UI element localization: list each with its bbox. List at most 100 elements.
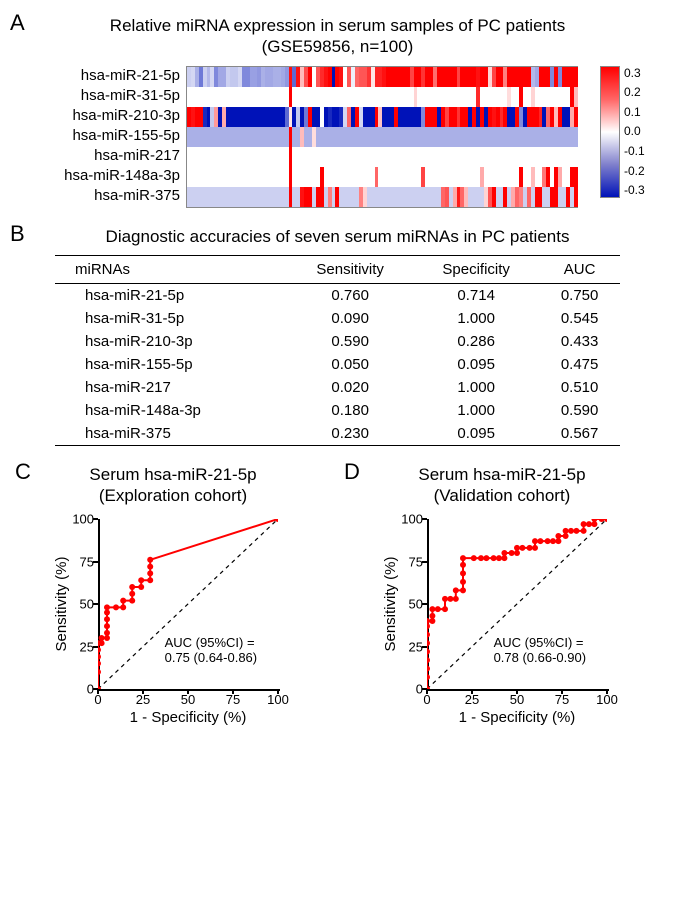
table-header: Sensitivity: [287, 255, 413, 283]
table-row: hsa-miR-148a-3p0.1801.0000.590: [55, 399, 620, 422]
auc-text: AUC (95%CI) =0.75 (0.64-0.86): [165, 635, 258, 666]
heatmap-row-label: hsa-miR-155-5p: [45, 126, 180, 146]
ytick: 50: [409, 597, 423, 612]
heatmap-row-label: hsa-miR-148a-3p: [45, 166, 180, 186]
legend-tick: 0.2: [624, 85, 645, 99]
table-header: Specificity: [413, 255, 539, 283]
heatmap-row: [187, 187, 577, 207]
table-row: hsa-miR-155-5p0.0500.0950.475: [55, 353, 620, 376]
table-row: hsa-miR-21-5p0.7600.7140.750: [55, 283, 620, 307]
auc-l2: 0.78 (0.66-0.90): [494, 650, 587, 665]
table-cell: 1.000: [413, 307, 539, 330]
table-cell: 0.230: [287, 422, 413, 446]
table-cell: hsa-miR-375: [55, 422, 287, 446]
legend-tick: 0.3: [624, 66, 645, 80]
table-cell: hsa-miR-148a-3p: [55, 399, 287, 422]
legend-tick: 0.1: [624, 105, 645, 119]
xtick: 75: [226, 692, 240, 707]
panel-d-t2: (Validation cohort): [434, 486, 571, 505]
heatmap-row-label: hsa-miR-375: [45, 186, 180, 206]
legend-tick: -0.1: [624, 144, 645, 158]
table-row: hsa-miR-210-3p0.5900.2860.433: [55, 330, 620, 353]
panel-a-title-2: (GSE59856, n=100): [262, 37, 414, 56]
heatmap-row-label: hsa-miR-31-5p: [45, 86, 180, 106]
panel-d: D Serum hsa-miR-21-5p (Validation cohort…: [344, 464, 660, 725]
table-cell: 1.000: [413, 376, 539, 399]
table-cell: 0.090: [287, 307, 413, 330]
ytick: 50: [80, 597, 94, 612]
table-cell: 0.095: [413, 353, 539, 376]
heatmap-row: [187, 127, 577, 147]
auc-l1: AUC (95%CI) =: [165, 635, 255, 650]
heatmap-grid: [186, 66, 578, 208]
table-cell: 0.714: [413, 283, 539, 307]
auc-l2: 0.75 (0.64-0.86): [165, 650, 258, 665]
panel-d-title: Serum hsa-miR-21-5p (Validation cohort): [344, 464, 660, 507]
ytick: 25: [409, 639, 423, 654]
ytick: 100: [72, 512, 94, 527]
panel-a-title: Relative miRNA expression in serum sampl…: [15, 15, 660, 58]
panel-a-label: A: [10, 10, 25, 36]
xtick: 100: [596, 692, 618, 707]
auc-l1: AUC (95%CI) =: [494, 635, 584, 650]
panel-c: C Serum hsa-miR-21-5p (Exploration cohor…: [15, 464, 331, 725]
panel-b-title: Diagnostic accuracies of seven serum miR…: [15, 226, 660, 247]
panel-b-label: B: [10, 221, 25, 247]
heatmap-row-labels: hsa-miR-21-5phsa-miR-31-5phsa-miR-210-3p…: [45, 66, 186, 206]
table-cell: hsa-miR-210-3p: [55, 330, 287, 353]
xtick: 50: [181, 692, 195, 707]
ytick: 25: [80, 639, 94, 654]
table-cell: 0.050: [287, 353, 413, 376]
table-header: miRNAs: [55, 255, 287, 283]
table-cell: 0.750: [539, 283, 620, 307]
ylabel: Sensitivity (%): [382, 557, 399, 652]
panel-b: B Diagnostic accuracies of seven serum m…: [15, 226, 660, 446]
table-cell: 0.475: [539, 353, 620, 376]
panel-c-t1: Serum hsa-miR-21-5p: [89, 465, 256, 484]
table-cell: 0.590: [287, 330, 413, 353]
table-cell: 0.433: [539, 330, 620, 353]
table-cell: hsa-miR-155-5p: [55, 353, 287, 376]
heatmap-row: [187, 107, 577, 127]
xtick: 25: [465, 692, 479, 707]
heatmap-row: [187, 67, 577, 87]
table-header: AUC: [539, 255, 620, 283]
xtick: 75: [555, 692, 569, 707]
panel-a: A Relative miRNA expression in serum sam…: [15, 15, 660, 208]
table-cell: hsa-miR-21-5p: [55, 283, 287, 307]
table-cell: 0.545: [539, 307, 620, 330]
ylabel: Sensitivity (%): [53, 557, 70, 652]
legend-gradient: [600, 66, 620, 198]
heatmap: hsa-miR-21-5phsa-miR-31-5phsa-miR-210-3p…: [45, 66, 660, 208]
heatmap-row-label: hsa-miR-210-3p: [45, 106, 180, 126]
roc-row: C Serum hsa-miR-21-5p (Exploration cohor…: [15, 464, 660, 725]
table-cell: 1.000: [413, 399, 539, 422]
xtick: 100: [267, 692, 289, 707]
xtick: 50: [510, 692, 524, 707]
xtick: 0: [423, 692, 430, 707]
ytick: 75: [80, 554, 94, 569]
table-cell: 0.760: [287, 283, 413, 307]
heatmap-row: [187, 87, 577, 107]
panel-d-t1: Serum hsa-miR-21-5p: [418, 465, 585, 484]
table-cell: 0.590: [539, 399, 620, 422]
table-cell: 0.567: [539, 422, 620, 446]
legend-tick: 0.0: [624, 124, 645, 138]
legend-ticks: 0.3 0.2 0.1 0.0 -0.1 -0.2 -0.3: [624, 66, 645, 198]
roc-plot-d: 02550751000255075100Sensitivity (%)1 - S…: [387, 514, 617, 724]
xtick: 0: [94, 692, 101, 707]
legend-tick: -0.3: [624, 183, 645, 197]
diagnostic-table: miRNAsSensitivitySpecificityAUC hsa-miR-…: [55, 255, 620, 446]
roc-plot-c: 02550751000255075100Sensitivity (%)1 - S…: [58, 514, 288, 724]
table-row: hsa-miR-31-5p0.0901.0000.545: [55, 307, 620, 330]
table-row: hsa-miR-2170.0201.0000.510: [55, 376, 620, 399]
heatmap-row-label: hsa-miR-217: [45, 146, 180, 166]
heatmap-row-label: hsa-miR-21-5p: [45, 66, 180, 86]
ytick: 75: [409, 554, 423, 569]
table-row: hsa-miR-3750.2300.0950.567: [55, 422, 620, 446]
heatmap-row: [187, 167, 577, 187]
table-cell: 0.095: [413, 422, 539, 446]
table-cell: hsa-miR-31-5p: [55, 307, 287, 330]
heatmap-row: [187, 147, 577, 167]
legend-tick: -0.2: [624, 164, 645, 178]
